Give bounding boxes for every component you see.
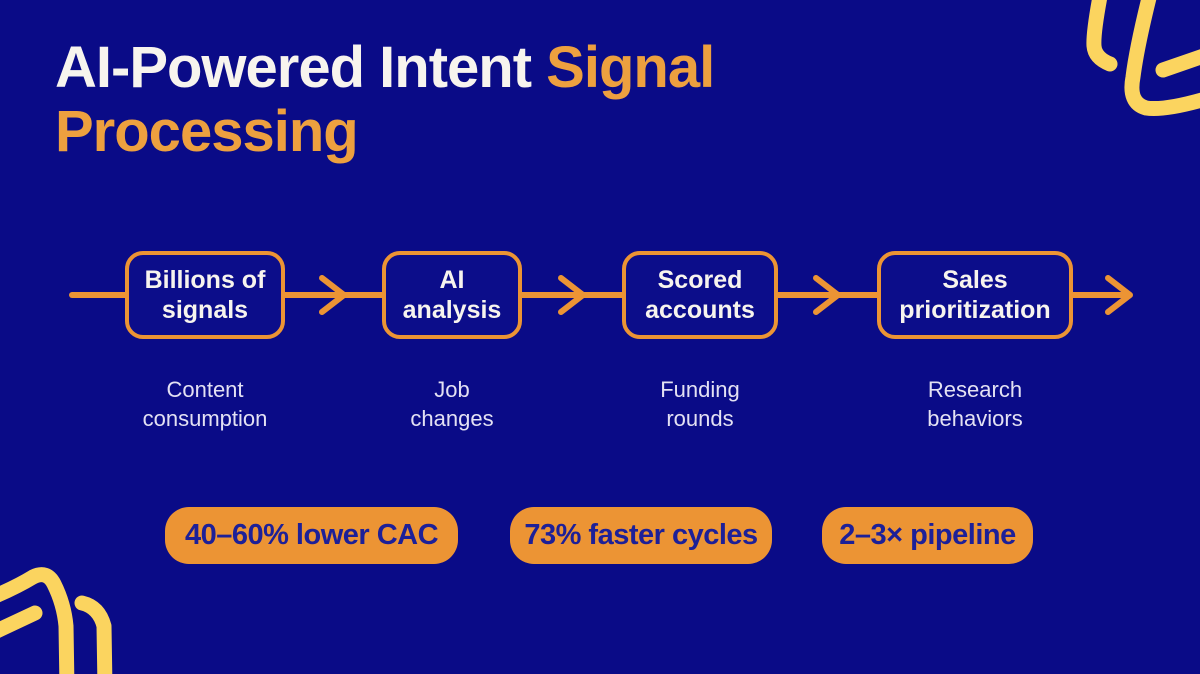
- stat-badge-pipeline: 2–3× pipeline: [822, 507, 1033, 564]
- arrow-head-icon: [558, 275, 586, 315]
- flow-step-label-line: analysis: [402, 296, 502, 324]
- flow-step-label-line: Scored: [657, 265, 743, 294]
- sublabel-line: Content: [166, 377, 244, 402]
- flow-step-label-line: Sales: [942, 265, 1008, 294]
- flow-step-label-line: accounts: [645, 296, 755, 324]
- flow-step-sublabel-job-changes: Job changes: [342, 376, 562, 433]
- sublabel-line: Job: [434, 377, 470, 402]
- flow-step-label-line: signals: [161, 296, 249, 324]
- flow-step-box-ai-analysis: AI analysis: [382, 251, 522, 339]
- stat-badge-label: 2–3× pipeline: [839, 519, 1016, 551]
- title-white-part: AI-Powered Intent: [55, 35, 532, 100]
- sublabel-line: changes: [410, 405, 494, 431]
- flow-step-label-line: Billions of: [144, 265, 266, 294]
- sublabel-line: rounds: [666, 405, 734, 431]
- title-orange-part: Signal: [546, 35, 715, 100]
- ribbon-flourish-bottom-left-icon: [0, 567, 113, 674]
- sublabel-line: Funding: [660, 377, 740, 402]
- sublabel-line: Research: [927, 377, 1023, 402]
- page-title: AI-Powered Intent Signal Processing: [55, 35, 715, 164]
- stat-badge-label: 40–60% lower CAC: [184, 519, 439, 551]
- arrow-head-icon: [813, 275, 841, 315]
- stat-badge-label: 73% faster cycles: [524, 519, 758, 551]
- flow-step-box-sales-prioritization: Sales prioritization: [877, 251, 1073, 339]
- flow-step-label-line: prioritization: [899, 296, 1051, 324]
- arrow-head-icon: [319, 275, 347, 315]
- stat-badge-lower-cac: 40–60% lower CAC: [165, 507, 458, 564]
- title-orange-line2: Processing: [55, 98, 359, 164]
- stat-badge-faster-cycles: 73% faster cycles: [510, 507, 772, 564]
- sublabel-line: behaviors: [927, 405, 1023, 431]
- flow-step-box-scored-accounts: Scored accounts: [622, 251, 778, 339]
- flow-step-sublabel-research-behaviors: Research behaviors: [865, 376, 1085, 433]
- flow-step-label-line: AI: [439, 265, 465, 294]
- arrow-head-icon: [1105, 275, 1133, 315]
- sublabel-line: consumption: [142, 405, 268, 431]
- ribbon-flourish-top-right-icon: [1086, 0, 1200, 116]
- flow-step-sublabel-funding-rounds: Funding rounds: [590, 376, 810, 433]
- flow-step-box-billions-of-signals: Billions of signals: [125, 251, 285, 339]
- flow-step-sublabel-content-consumption: Content consumption: [95, 376, 315, 433]
